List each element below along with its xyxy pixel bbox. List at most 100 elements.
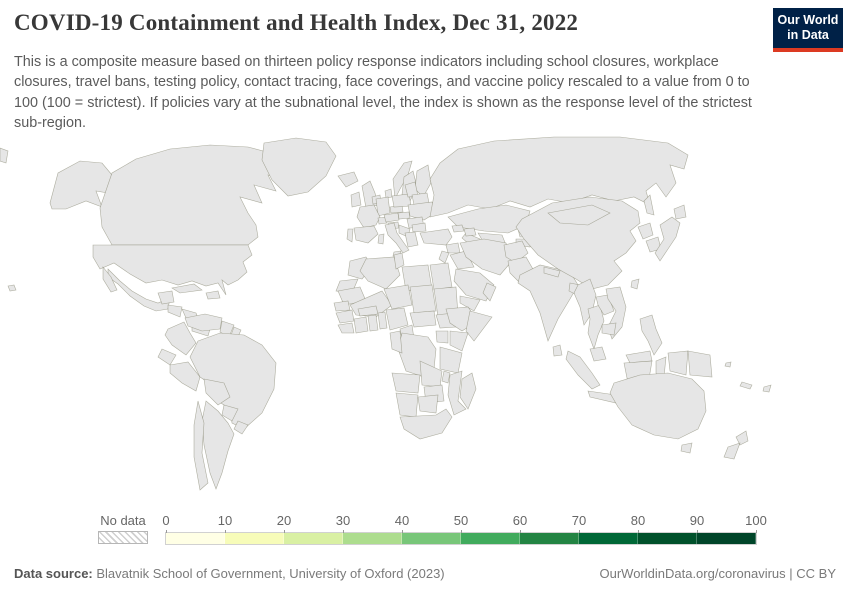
country-cuba[interactable] <box>171 283 203 294</box>
country-oman[interactable] <box>482 282 497 302</box>
country-tunisia[interactable] <box>393 252 405 270</box>
country-hungary[interactable] <box>397 211 411 220</box>
country-benin[interactable] <box>377 311 388 330</box>
country-argentina[interactable] <box>201 400 235 490</box>
country-uganda[interactable] <box>435 330 449 344</box>
country-denmark[interactable] <box>384 188 393 199</box>
country-botswana[interactable] <box>417 394 439 414</box>
country-ireland[interactable] <box>350 191 362 208</box>
country-hawaii[interactable] <box>7 284 17 292</box>
country-mozambique[interactable] <box>447 370 467 416</box>
country-tasmania[interactable] <box>680 442 693 454</box>
country-thailand[interactable] <box>587 304 605 350</box>
country-car[interactable] <box>409 310 437 328</box>
country-north-korea[interactable] <box>637 222 654 240</box>
country-fiji[interactable] <box>762 384 772 393</box>
country-chile[interactable] <box>193 400 209 491</box>
country-australia[interactable] <box>609 372 707 440</box>
country-nepal[interactable] <box>543 266 561 278</box>
country-sri-lanka[interactable] <box>552 344 563 357</box>
country-portugal[interactable] <box>346 228 354 243</box>
country-japan[interactable] <box>654 216 681 262</box>
country-cambodia[interactable] <box>601 322 617 336</box>
country-yemen[interactable] <box>459 295 481 312</box>
country-turkey[interactable] <box>419 228 453 246</box>
country-sardinia[interactable] <box>377 233 385 245</box>
country-venezuela[interactable] <box>184 313 223 332</box>
country-mongolia[interactable] <box>547 204 611 226</box>
country-iran[interactable] <box>459 238 513 276</box>
country-malawi[interactable] <box>441 370 451 384</box>
country-peru[interactable] <box>169 361 201 392</box>
legend-swatch-1 <box>225 533 284 544</box>
country-canada[interactable] <box>99 144 297 246</box>
country-taiwan[interactable] <box>630 278 640 290</box>
country-new-zealand-south[interactable] <box>723 442 741 460</box>
legend-swatch-5 <box>461 533 520 544</box>
country-papua-new-guinea[interactable] <box>687 350 713 378</box>
country-italy[interactable] <box>384 222 410 254</box>
country-sierra-leone[interactable] <box>337 322 355 334</box>
country-south-africa[interactable] <box>399 408 453 440</box>
country-yucatan[interactable] <box>157 290 175 305</box>
country-bulgaria[interactable] <box>411 222 427 233</box>
country-congo[interactable] <box>389 330 403 354</box>
country-guatemala[interactable] <box>167 304 183 318</box>
country-azerbaijan[interactable] <box>463 227 477 237</box>
country-uruguay[interactable] <box>233 420 249 435</box>
country-russia-wrap[interactable] <box>0 147 9 164</box>
country-new-zealand-north[interactable] <box>735 430 749 446</box>
country-austria[interactable] <box>383 212 400 223</box>
country-new-caledonia[interactable] <box>739 381 753 390</box>
country-spain[interactable] <box>353 225 379 244</box>
country-greece[interactable] <box>404 231 419 248</box>
country-hispaniola[interactable] <box>205 290 221 300</box>
country-malaysia[interactable] <box>589 346 607 362</box>
country-tanzania[interactable] <box>439 346 463 374</box>
country-ghana[interactable] <box>367 314 379 332</box>
country-france[interactable] <box>356 204 381 229</box>
country-ivory-coast[interactable] <box>353 316 369 334</box>
country-syria[interactable] <box>445 242 461 254</box>
country-sumatra[interactable] <box>565 350 601 390</box>
country-russia[interactable] <box>429 136 689 218</box>
legend-swatch-7 <box>579 533 638 544</box>
country-switzerland[interactable] <box>377 216 388 225</box>
country-alaska[interactable] <box>49 160 113 210</box>
country-india[interactable] <box>517 264 579 342</box>
country-bolivia[interactable] <box>203 378 231 406</box>
country-namibia[interactable] <box>395 392 419 418</box>
country-somalia[interactable] <box>465 310 493 342</box>
country-philippines[interactable] <box>639 314 663 356</box>
country-georgia[interactable] <box>451 224 465 233</box>
country-kenya[interactable] <box>449 330 469 352</box>
country-jordan[interactable] <box>438 250 450 264</box>
country-germany[interactable] <box>375 196 391 217</box>
country-united-states[interactable] <box>92 244 253 296</box>
country-greenland[interactable] <box>261 137 337 197</box>
country-algeria[interactable] <box>359 256 401 290</box>
country-madagascar[interactable] <box>459 372 477 410</box>
country-baja[interactable] <box>102 266 118 293</box>
country-senegal[interactable] <box>333 300 351 312</box>
country-ecuador[interactable] <box>157 348 177 366</box>
country-iceland[interactable] <box>337 171 359 188</box>
country-sakhalin[interactable] <box>643 194 655 216</box>
country-burkina-faso[interactable] <box>357 305 379 317</box>
country-egypt[interactable] <box>429 262 453 291</box>
country-paraguay[interactable] <box>221 404 239 422</box>
country-hokkaido[interactable] <box>673 204 687 220</box>
country-guinea[interactable] <box>335 309 355 324</box>
legend-tick-label-100: 100 <box>745 513 767 528</box>
legend-color-bar <box>165 532 757 545</box>
footer-link[interactable]: OurWorldinData.org/coronavirus | CC BY <box>599 566 836 581</box>
country-niger[interactable] <box>383 284 413 310</box>
country-chad[interactable] <box>409 284 437 314</box>
country-colombia[interactable] <box>164 321 197 356</box>
country-china[interactable] <box>515 196 641 290</box>
country-angola[interactable] <box>391 372 421 394</box>
country-nigeria[interactable] <box>385 307 409 331</box>
country-solomon-islands[interactable] <box>724 361 732 368</box>
country-papua[interactable] <box>667 350 689 376</box>
